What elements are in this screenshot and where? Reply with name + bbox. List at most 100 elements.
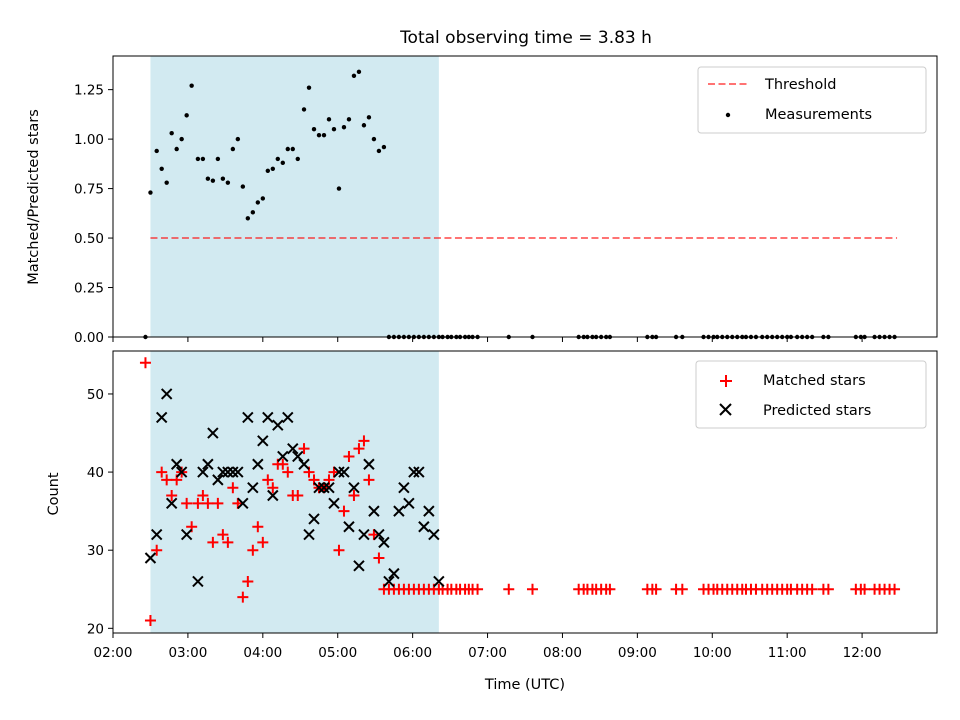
predicted-star-point	[348, 481, 360, 494]
legend-matched-swatch	[720, 375, 732, 387]
measurement-point	[184, 113, 189, 118]
measurement-point	[265, 168, 271, 173]
top-legend: Threshold Measurements	[697, 66, 927, 134]
matched-star-point	[267, 482, 279, 494]
top-y-axis-label: Matched/Predicted stars	[26, 109, 42, 285]
matched-star-point	[237, 591, 249, 603]
y-tick-label: 0.75	[74, 182, 104, 198]
measurement-point	[154, 148, 159, 154]
predicted-star-point	[144, 552, 157, 564]
x-tick-label: 05:00	[318, 645, 357, 661]
measurement-point	[215, 156, 221, 162]
matched-star-point	[217, 529, 229, 541]
matched-star-point	[207, 536, 219, 548]
measurement-point	[285, 146, 290, 152]
measurement-point	[381, 144, 387, 150]
predicted-star-point	[272, 419, 284, 431]
y-tick-label: 0.00	[74, 330, 104, 346]
predicted-star-point	[388, 567, 400, 580]
measurement-point	[189, 83, 194, 88]
matched-star-point	[212, 497, 224, 509]
x-tick-label: 11:00	[768, 645, 807, 661]
matched-star-point	[889, 583, 901, 595]
predicted-star-point	[398, 481, 410, 494]
predicted-star-point	[413, 466, 425, 478]
predicted-star-point	[150, 528, 163, 541]
predicted-star-point	[252, 458, 264, 470]
bottom-panel: Count Time (UTC) 20 30 40 50 02:00 03:00 04:0…	[46, 350, 938, 693]
measurement-point	[341, 125, 347, 130]
predicted-star-point	[383, 575, 395, 588]
top-y-ticks: 0.00 0.25 0.50 0.75 1.00 1.25	[74, 83, 113, 346]
predicted-star-point	[160, 388, 173, 400]
predicted-star-point	[247, 481, 259, 494]
matched-star-point	[363, 474, 375, 486]
x-axis-label: Time (UTC)	[484, 677, 565, 693]
x-tick-label: 02:00	[94, 645, 133, 661]
predicted-star-point	[323, 481, 335, 494]
predicted-star-point	[207, 427, 219, 439]
matched-star-point	[472, 583, 484, 595]
matched-star-point	[333, 544, 345, 556]
measurement-point	[295, 156, 300, 162]
measurement-point	[311, 127, 317, 132]
measurement-point	[169, 130, 174, 136]
predicted-star-point	[333, 466, 345, 478]
predicted-star-point	[242, 411, 254, 424]
matched-star-point	[242, 575, 254, 587]
predicted-star-point	[393, 505, 405, 517]
top-axes-frame	[112, 55, 938, 338]
predicted-star-point	[197, 466, 209, 478]
measurement-point	[371, 136, 377, 142]
predicted-star-point	[180, 528, 193, 541]
measurement-point	[235, 136, 241, 142]
measurement-point	[306, 85, 312, 90]
top-panel: Total observing time = 3.83 h Matched/Pr…	[26, 28, 938, 346]
matched-star-point	[262, 474, 274, 486]
matched-star-point	[298, 443, 310, 455]
measurement-point	[195, 156, 201, 162]
bottom-legend: Matched stars Predicted stars	[695, 360, 927, 429]
measurement-point	[376, 148, 382, 154]
y-tick-label: 1.25	[74, 83, 104, 99]
matched-star-point	[358, 435, 370, 447]
measurement-point	[351, 73, 357, 78]
predicted-star-point	[353, 560, 365, 572]
bottom-axes-frame	[112, 350, 938, 634]
predicted-star-point	[267, 489, 279, 502]
matched-star-point	[338, 505, 350, 517]
predicted-star-point	[358, 528, 370, 541]
legend-measurements-label: Measurements	[765, 107, 872, 123]
chart-title: Total observing time = 3.83 h	[399, 28, 652, 48]
predicted-star-point	[403, 497, 415, 510]
legend-matched-label: Matched stars	[763, 373, 866, 389]
measurement-point	[321, 132, 327, 138]
measurement-point	[245, 216, 251, 221]
matched-star-point	[166, 490, 178, 502]
matched-star-point	[151, 544, 163, 556]
matched-star-point	[373, 552, 385, 564]
predicted-star-point	[373, 528, 385, 541]
top-observing-window	[150, 56, 439, 337]
predicted-star-point	[408, 466, 420, 478]
measurement-point	[356, 69, 362, 75]
measurement-point	[280, 160, 285, 166]
predicted-star-point	[222, 466, 234, 478]
y-tick-label: 0.50	[74, 231, 104, 247]
y-tick-label: 20	[87, 621, 104, 637]
predicted-star-point	[292, 450, 304, 463]
measurement-point	[164, 180, 169, 185]
matched-star-point	[156, 466, 168, 478]
predicted-star-point	[192, 575, 204, 588]
matched-star-point	[604, 583, 616, 595]
matched-star-point	[859, 583, 871, 595]
predicted-star-point	[237, 497, 249, 510]
count-points	[139, 357, 901, 627]
measurement-point	[255, 200, 261, 205]
predicted-star-point	[227, 466, 239, 478]
predicted-star-point	[282, 411, 294, 424]
matched-star-point	[353, 443, 365, 455]
predicted-star-point	[428, 528, 440, 541]
matched-star-point	[650, 583, 662, 595]
measurement-point	[230, 146, 236, 152]
